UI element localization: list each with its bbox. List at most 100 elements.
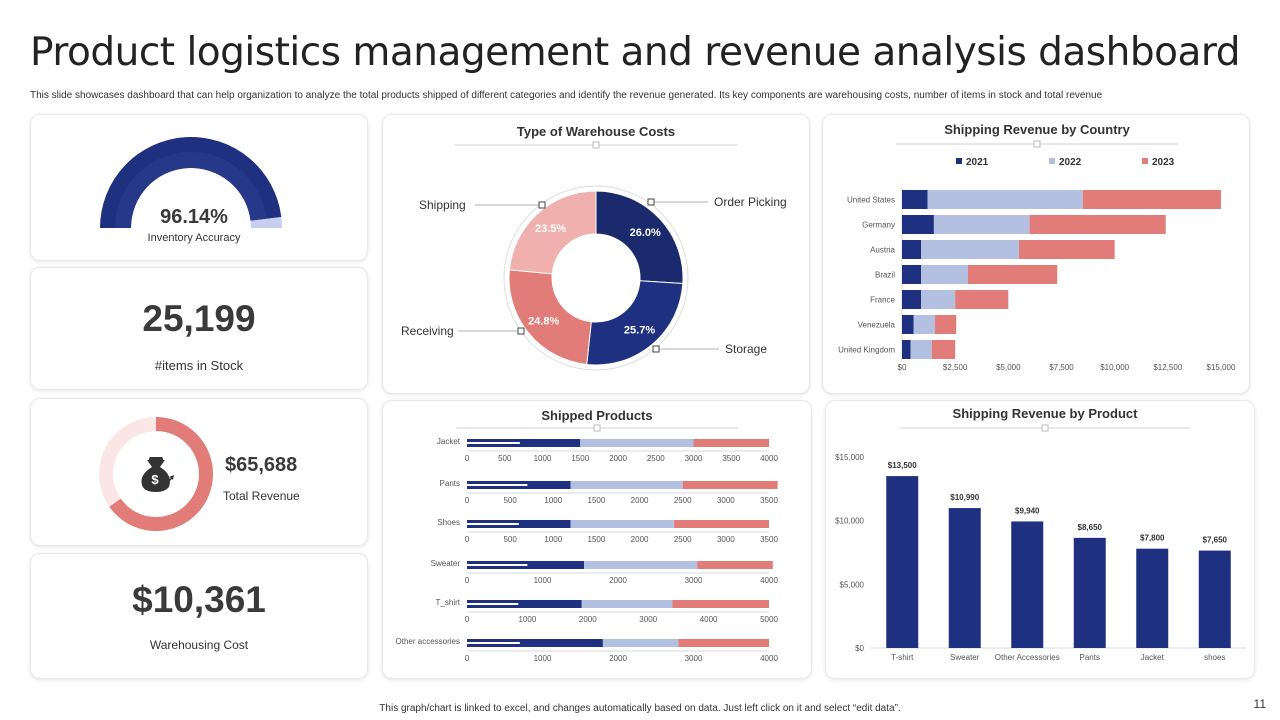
product-bar bbox=[948, 508, 981, 648]
shipped-bar-inner-line bbox=[467, 564, 528, 566]
warehouse-costs-slice bbox=[595, 190, 684, 284]
shipped-bar-inner-line bbox=[467, 484, 528, 486]
shipped-tick-label: 2000 bbox=[631, 535, 649, 544]
shipped-bar-segment bbox=[602, 639, 679, 647]
country-category-label: Venezuela bbox=[858, 321, 896, 330]
shipped-products-title-handle bbox=[593, 424, 601, 432]
shipped-tick-label: 2000 bbox=[609, 454, 627, 463]
revenue-by-country-card[interactable]: Shipping Revenue by Country 2021 2022 2023 U… bbox=[822, 114, 1250, 394]
shipped-tick-label: 0 bbox=[465, 496, 470, 505]
total-revenue-value: $65,688 bbox=[225, 454, 298, 476]
shipped-tick-label: 3000 bbox=[717, 496, 735, 505]
country-bar-segment bbox=[902, 290, 922, 309]
product-value-label: $10,990 bbox=[950, 493, 979, 502]
country-bar-segment bbox=[955, 290, 1009, 309]
product-tick-label: $5,000 bbox=[840, 580, 865, 589]
country-tick-label: $12,500 bbox=[1153, 363, 1182, 372]
revenue-by-product-title: Shipping Revenue by Product bbox=[953, 406, 1139, 421]
country-bar-segment bbox=[1029, 215, 1166, 234]
legend-label-2022: 2022 bbox=[1059, 157, 1082, 168]
shipped-tick-label: 1000 bbox=[534, 454, 552, 463]
revenue-by-product-card[interactable]: Shipping Revenue by Product $0 $5,000 $10,0… bbox=[825, 400, 1255, 679]
country-bar-segment bbox=[902, 315, 914, 334]
shipped-tick-label: 4000 bbox=[760, 454, 778, 463]
product-bar bbox=[1073, 537, 1106, 648]
country-tick-label: $7,500 bbox=[1049, 363, 1074, 372]
product-tick-label: $15,000 bbox=[835, 453, 864, 462]
shipped-tick-label: 2000 bbox=[609, 654, 627, 663]
country-category-label: Germany bbox=[862, 221, 895, 230]
warehouse-costs-chart[interactable]: Type of Warehouse Costs 26.0% Order Pickin… bbox=[383, 115, 811, 395]
country-tick-label: $0 bbox=[898, 363, 907, 372]
product-value-label: $7,650 bbox=[1203, 536, 1228, 545]
country-bar-segment bbox=[921, 240, 1019, 259]
revenue-by-country-title: Shipping Revenue by Country bbox=[944, 122, 1130, 137]
revenue-by-country-chart[interactable]: Shipping Revenue by Country 2021 2022 2023 U… bbox=[823, 115, 1251, 395]
page-subtitle: This slide showcases dashboard that can … bbox=[30, 90, 1103, 101]
shipped-bar-segment bbox=[467, 439, 581, 447]
shipped-tick-label: 3000 bbox=[685, 454, 703, 463]
country-tick-label: $15,000 bbox=[1207, 363, 1236, 372]
shipped-tick-label: 0 bbox=[465, 576, 470, 585]
shipped-tick-label: 2000 bbox=[609, 576, 627, 585]
shipped-bar-segment bbox=[678, 639, 769, 647]
revenue-by-product-chart[interactable]: Shipping Revenue by Product $0 $5,000 $10,0… bbox=[826, 401, 1256, 680]
shipped-tick-label: 2000 bbox=[631, 496, 649, 505]
legend-swatch-2022 bbox=[1049, 158, 1055, 164]
shipped-products-card[interactable]: Shipped Products Jacket 0 500 1000 1500 2000 25… bbox=[382, 400, 812, 679]
country-bar-segment bbox=[910, 340, 932, 359]
warehousing-cost-label: Warehousing Cost bbox=[149, 638, 249, 652]
product-bar bbox=[886, 476, 919, 648]
items-in-stock-card[interactable]: 25,199 #items in Stock bbox=[30, 267, 368, 390]
items-in-stock-label: #items in Stock bbox=[154, 358, 244, 373]
gauge-remaining-arc bbox=[250, 216, 282, 228]
country-category-label: Austria bbox=[870, 246, 895, 255]
product-category-label: Sweater bbox=[950, 653, 980, 662]
shipped-bar-segment bbox=[467, 600, 582, 608]
country-bar-segment bbox=[921, 290, 956, 309]
warehouse-costs-slice bbox=[508, 269, 592, 366]
shipped-tick-label: 3000 bbox=[685, 654, 703, 663]
country-tick-label: $5,000 bbox=[996, 363, 1021, 372]
product-value-label: $9,940 bbox=[1015, 506, 1040, 515]
shipped-tick-label: 3000 bbox=[639, 615, 657, 624]
country-category-label: France bbox=[870, 296, 895, 305]
shipped-tick-label: 1500 bbox=[588, 496, 606, 505]
shipped-tick-label: 2500 bbox=[647, 454, 665, 463]
country-bar-segment bbox=[931, 340, 956, 359]
shipped-bar-inner-line bbox=[467, 523, 519, 525]
product-category-label: Pants bbox=[1080, 653, 1100, 662]
shipped-tick-label: 0 bbox=[465, 615, 470, 624]
shipped-tick-label: 3000 bbox=[717, 535, 735, 544]
shipped-tick-label: 2500 bbox=[674, 535, 692, 544]
total-revenue-card[interactable]: $ $65,688 Total Revenue bbox=[30, 398, 368, 546]
warehouse-costs-slice bbox=[508, 190, 597, 275]
legend-swatch-2021 bbox=[956, 158, 962, 164]
shipped-tick-label: 1500 bbox=[588, 535, 606, 544]
legend-label-2021: 2021 bbox=[966, 157, 989, 168]
shipped-tick-label: 4000 bbox=[760, 654, 778, 663]
warehouse-costs-slice-label: 25.7% bbox=[624, 325, 655, 337]
shipped-tick-label: 1000 bbox=[519, 615, 537, 624]
shipped-category-label: Shoes bbox=[437, 518, 460, 527]
country-bar-segment bbox=[902, 265, 922, 284]
warehouse-costs-category-label: Shipping bbox=[419, 198, 466, 212]
warehouse-costs-category-label: Order Picking bbox=[714, 195, 787, 209]
shipped-products-chart[interactable]: Shipped Products Jacket 0 500 1000 1500 2000 25… bbox=[383, 401, 813, 680]
items-in-stock-value: 25,199 bbox=[142, 298, 256, 339]
warehousing-cost-value: $10,361 bbox=[132, 579, 266, 620]
shipped-tick-label: 0 bbox=[465, 454, 470, 463]
inventory-accuracy-value: 96.14% bbox=[160, 206, 228, 228]
country-category-label: United States bbox=[847, 196, 895, 205]
shipped-bar-segment bbox=[682, 481, 778, 489]
inventory-accuracy-card[interactable]: 96.14% Inventory Accuracy bbox=[30, 114, 368, 261]
shipped-tick-label: 1000 bbox=[534, 576, 552, 585]
shipped-tick-label: 500 bbox=[498, 454, 512, 463]
footer-note: This graph/chart is linked to excel, and… bbox=[379, 703, 901, 714]
product-bar bbox=[1011, 521, 1044, 648]
shipped-bar-segment bbox=[570, 520, 675, 528]
legend-swatch-2023 bbox=[1142, 158, 1148, 164]
warehousing-cost-card[interactable]: $10,361 Warehousing Cost bbox=[30, 553, 368, 679]
warehouse-costs-card[interactable]: Type of Warehouse Costs 26.0% Order Pickin… bbox=[382, 114, 810, 394]
shipped-tick-label: 1000 bbox=[534, 654, 552, 663]
